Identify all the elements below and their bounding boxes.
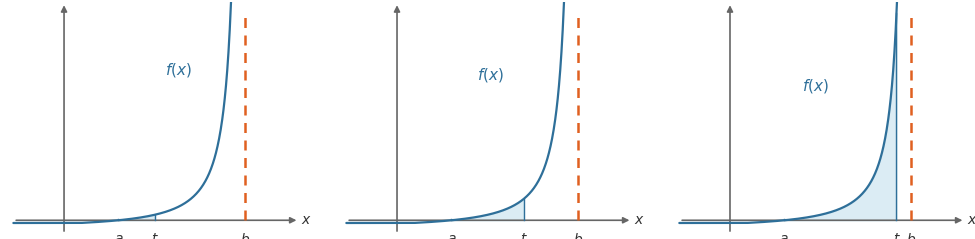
Text: x: x	[634, 213, 643, 227]
Text: x: x	[301, 213, 309, 227]
Text: $b$: $b$	[573, 232, 583, 239]
Text: $f(x)$: $f(x)$	[477, 66, 503, 84]
Text: $t$: $t$	[892, 232, 901, 239]
Text: $b$: $b$	[240, 232, 250, 239]
Text: $b$: $b$	[906, 232, 916, 239]
Text: $t$: $t$	[150, 232, 159, 239]
Text: $f(x)$: $f(x)$	[802, 77, 830, 95]
Text: $a$: $a$	[447, 232, 456, 239]
Text: x: x	[967, 213, 975, 227]
Text: $f(x)$: $f(x)$	[166, 61, 192, 79]
Text: $t$: $t$	[520, 232, 527, 239]
Text: $a$: $a$	[113, 232, 123, 239]
Text: $a$: $a$	[779, 232, 789, 239]
